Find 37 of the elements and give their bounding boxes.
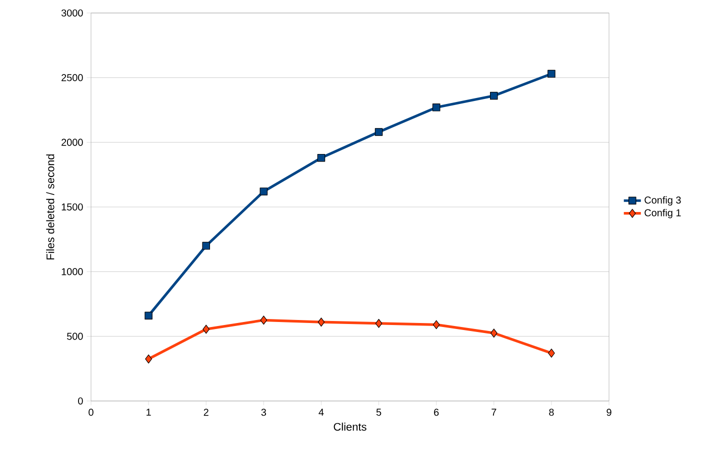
point — [548, 70, 556, 78]
point — [490, 92, 498, 100]
x-tick-label: 4 — [318, 408, 324, 416]
x-tick-label: 5 — [376, 408, 382, 416]
x-tick-label: 1 — [146, 408, 151, 416]
y-tick-label: 2500 — [62, 74, 83, 82]
point — [144, 312, 152, 320]
y-axis-title: Files deleted / second — [46, 154, 54, 260]
point — [145, 354, 152, 364]
x-tick-label: 2 — [204, 408, 208, 416]
y-tick-label: 2000 — [62, 138, 83, 146]
point — [490, 328, 498, 338]
point — [432, 104, 440, 112]
legend-label: Config 3 — [644, 196, 681, 206]
x-tick-label: 0 — [88, 408, 94, 416]
x-tick-label: 3 — [261, 408, 266, 416]
point — [318, 318, 325, 327]
point — [432, 320, 440, 330]
y-tick-label: 1000 — [62, 268, 83, 276]
x-axis-title: Clients — [334, 422, 366, 431]
point — [260, 188, 268, 196]
point — [548, 348, 555, 358]
y-tick-label: 1500 — [62, 203, 83, 211]
point — [317, 154, 326, 162]
point — [260, 316, 268, 325]
x-tick-label: 7 — [492, 408, 496, 416]
point — [374, 128, 383, 136]
point — [202, 242, 210, 250]
x-tick-label: 9 — [606, 408, 612, 416]
point — [202, 324, 210, 334]
x-tick-label: 8 — [549, 408, 554, 416]
legend-label: Config 1 — [644, 208, 681, 218]
y-tick-label: 500 — [67, 332, 83, 340]
y-tick-label: 0 — [78, 397, 83, 405]
x-tick-label: 6 — [434, 408, 439, 416]
point — [375, 318, 382, 328]
y-tick-label: 3000 — [61, 9, 83, 17]
